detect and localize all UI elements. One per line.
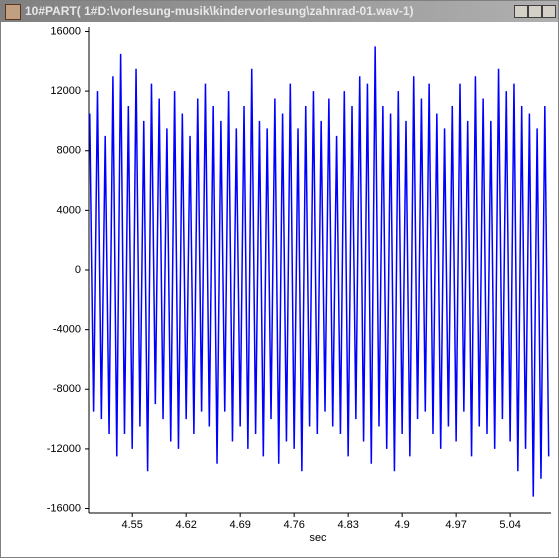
- window-icon: [5, 4, 21, 20]
- x-tick-label: 4.62: [175, 519, 196, 531]
- x-tick-label: 4.83: [337, 519, 358, 531]
- x-tick-label: 4.97: [445, 519, 466, 531]
- y-tick-label: -16000: [47, 502, 81, 514]
- x-tick-label: 4.9: [394, 519, 409, 531]
- y-tick-label: 4000: [57, 204, 81, 216]
- y-tick-label: -4000: [53, 324, 81, 336]
- x-tick-label: 5.04: [499, 519, 520, 531]
- title-bar: 10#PART( 1#D:\vorlesung-musik\kindervorl…: [1, 1, 558, 22]
- x-tick-label: 4.55: [121, 519, 142, 531]
- maximize-button[interactable]: [528, 5, 542, 18]
- y-tick-label: -12000: [47, 443, 81, 455]
- window-title: 10#PART( 1#D:\vorlesung-musik\kindervorl…: [25, 4, 414, 18]
- x-tick-label: 4.76: [283, 519, 304, 531]
- minimize-button[interactable]: [514, 5, 528, 18]
- waveform: [89, 46, 550, 497]
- y-tick-label: 16000: [50, 25, 81, 37]
- x-tick-label: 4.69: [229, 519, 250, 531]
- y-tick-label: 12000: [50, 85, 81, 97]
- y-tick-label: -8000: [53, 383, 81, 395]
- y-tick-label: 0: [75, 264, 81, 276]
- y-tick-label: 8000: [57, 145, 81, 157]
- x-axis-label: sec: [309, 532, 327, 544]
- close-button[interactable]: [542, 5, 556, 18]
- chart: sec -16000 -12000 -8000 -4000 0 4000 8000 12000…: [47, 25, 551, 544]
